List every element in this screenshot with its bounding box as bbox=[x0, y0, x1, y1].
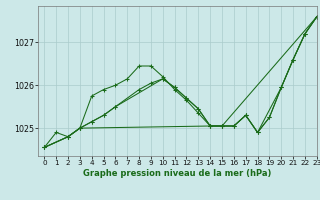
X-axis label: Graphe pression niveau de la mer (hPa): Graphe pression niveau de la mer (hPa) bbox=[84, 169, 272, 178]
